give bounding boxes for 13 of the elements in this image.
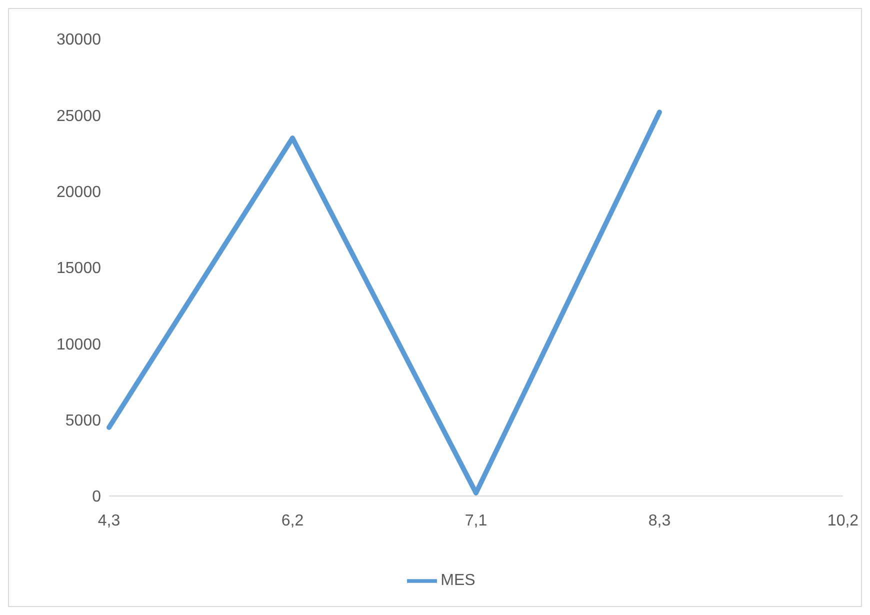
y-tick-label: 5000 (65, 412, 102, 430)
y-tick-label: 30000 (56, 32, 102, 49)
y-tick-label: 25000 (56, 108, 102, 125)
x-tick-label: 4,3 (98, 512, 120, 530)
y-tick-label: 0 (92, 488, 102, 506)
y-tick-label: 15000 (56, 260, 102, 278)
x-tick-label: 6,2 (281, 512, 304, 530)
legend-label: MES (440, 572, 476, 590)
y-tick-label: 10000 (56, 336, 102, 354)
x-tick-label: 7,1 (464, 512, 488, 530)
x-tick-label: 10,2 (827, 512, 859, 530)
x-tick-label: 8,3 (648, 512, 671, 530)
y-tick-label: 20000 (56, 184, 102, 202)
